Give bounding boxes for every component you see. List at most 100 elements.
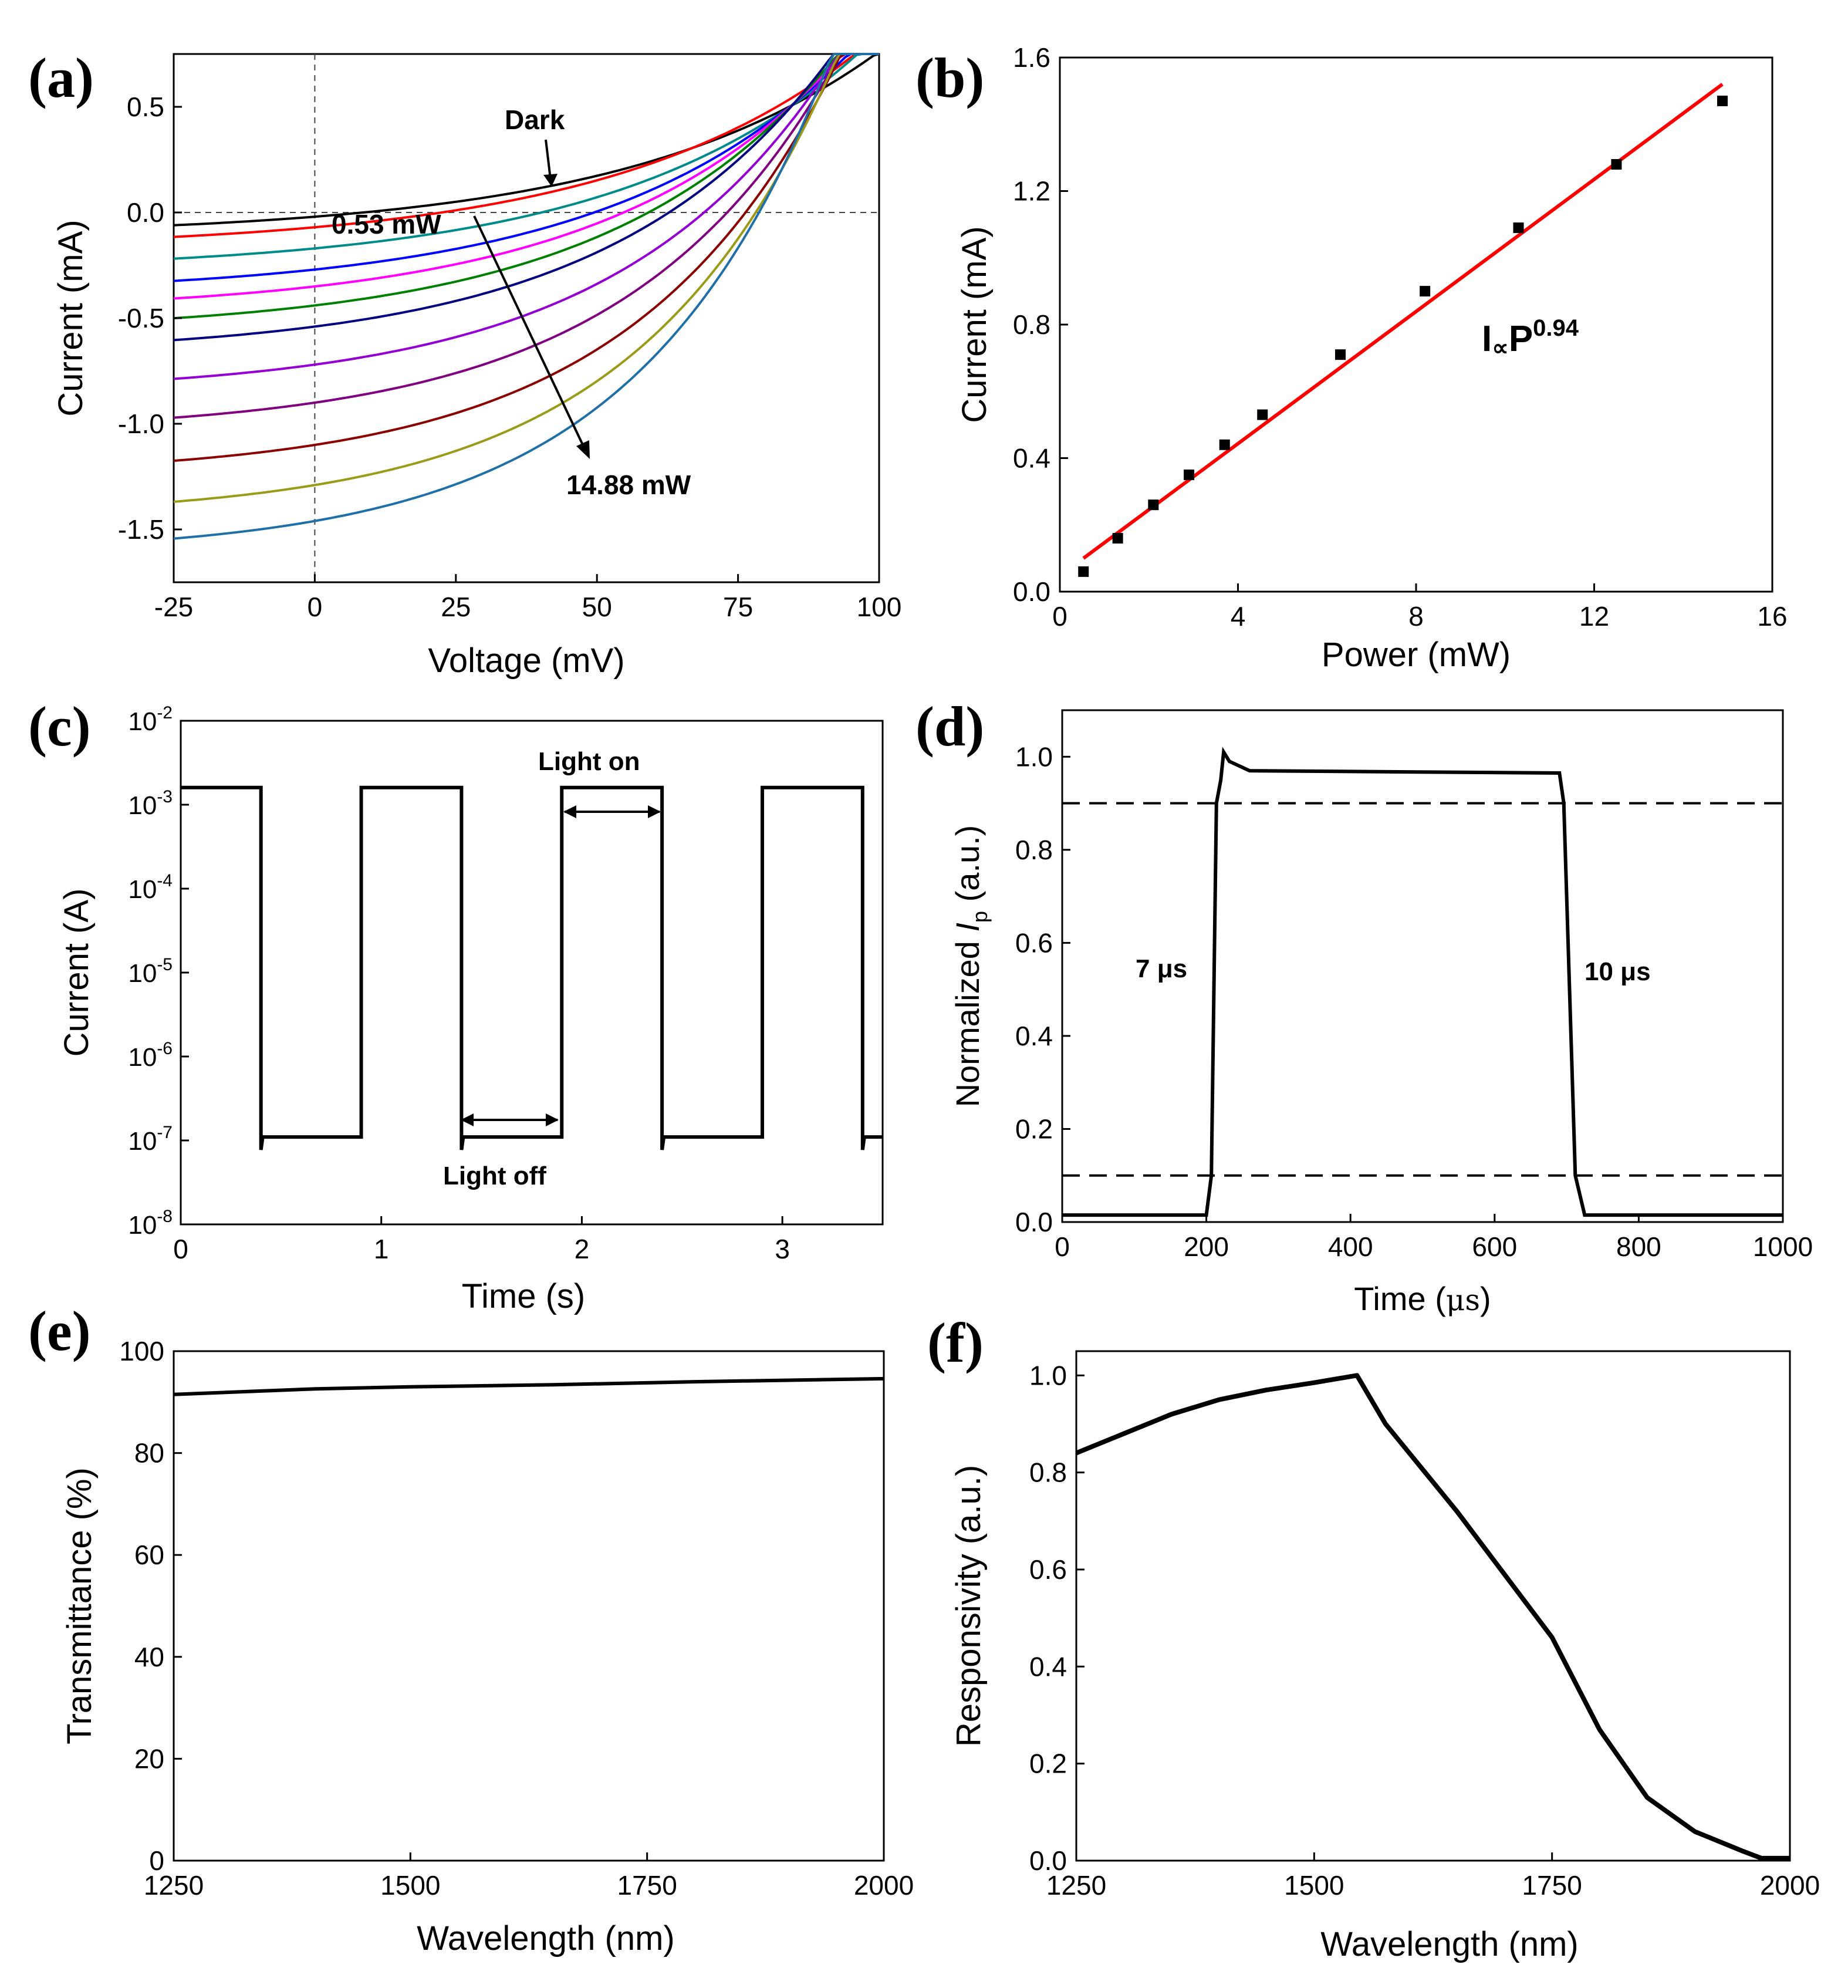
data-point [1717,95,1728,106]
annotation-low-power: 0.53 mW [332,209,441,239]
x-tick-label-d: 600 [1472,1231,1517,1262]
y-axis-label-b: Current (mA) [955,226,994,423]
x-tick-label-f: 1250 [1046,1870,1106,1901]
arrowhead-on-right [648,805,661,818]
panel-label-c: (c) [28,695,91,758]
iv-curve [173,53,879,540]
x-tick-label-b: 12 [1579,601,1609,632]
y-tick-label-c: 10-2 [128,703,173,736]
y-tick-label-e: 60 [134,1540,164,1570]
x-tick-label-a: -25 [154,592,193,622]
y-tick-label-d: 0.2 [1015,1113,1053,1144]
x-tick-label-d: 1000 [1753,1231,1813,1262]
y-tick-label-f: 0.8 [1029,1457,1067,1488]
fit-label: I∝P0.94 [1482,315,1579,361]
x-tick-label-f: 1500 [1284,1870,1344,1901]
annotation-high-power: 14.88 mW [566,470,691,500]
y-tick-label-b: 0.0 [1013,576,1050,607]
iv-curve [173,53,879,238]
y-tick-label-d: 0.6 [1015,927,1053,958]
data-point [1335,349,1346,360]
y-tick-label-a: -1.0 [118,409,164,439]
data-point [1112,533,1123,544]
x-tick-label-a: 100 [857,592,902,622]
panel-e: (e) 1250 1500 1750 2000 0 20 40 60 80 100 Wavelen… [28,1300,914,1957]
y-tick-label-e: 100 [119,1336,164,1366]
data-point [1257,409,1268,420]
x-tick-label-a: 25 [441,592,471,622]
x-axis-label-e: Wavelength (nm) [417,1919,674,1957]
arrowhead-dark [543,174,558,187]
panel-label-b: (b) [915,46,984,109]
x-axis-label-c: Time (s) [462,1277,585,1315]
data-point [1184,469,1195,480]
iv-curve [173,53,880,227]
annotation-rise-time: 7 μs [1136,954,1187,983]
x-tick-label-c: 2 [575,1234,590,1264]
panel-label-d: (d) [915,695,984,758]
transmittance-trace [173,1376,884,1396]
panel-b: (b) 0 4 8 12 16 0.0 0.4 0.8 1.2 1.6 Power (mW) Cu… [915,42,1788,674]
x-tick-label-d: 400 [1328,1231,1373,1262]
y-tick-label-d: 1.0 [1015,741,1053,772]
data-point [1611,159,1622,170]
responsivity-trace [1075,1373,1790,1861]
y-tick-label-c: 10-5 [128,955,173,988]
iv-curve [173,53,879,419]
x-tick-label-b: 16 [1757,601,1787,632]
data-point [1420,286,1431,297]
y-tick-label-d: 0.8 [1015,835,1053,865]
y-tick-label-c: 10-8 [128,1207,173,1240]
arrow-power [473,215,585,448]
annotation-light-off: Light off [443,1162,546,1190]
y-tick-label-a: 0.0 [127,197,164,228]
y-tick-label-c: 10-4 [128,871,173,904]
panel-label-a: (a) [28,46,94,109]
arrowhead-power [576,440,590,459]
y-tick-label-a: 0.5 [127,92,164,122]
y-tick-label-f: 1.0 [1029,1360,1067,1390]
x-tick-label-e: 2000 [854,1870,914,1901]
iv-curve [173,53,879,342]
y-tick-label-f: 0.6 [1029,1554,1067,1585]
annotation-light-on: Light on [538,747,640,776]
arrowhead-on-left [563,805,576,818]
y-tick-label-c: 10-6 [128,1039,173,1072]
iv-curve [173,53,879,320]
x-axis-label-f: Wavelength (nm) [1320,1925,1578,1963]
panel-label-f: (f) [927,1311,984,1374]
x-tick-label-a: 0 [308,592,323,622]
y-axis-label-e: Transmittance (%) [60,1467,99,1744]
y-tick-label-b: 0.8 [1013,309,1050,340]
x-tick-label-c: 1 [374,1234,389,1264]
panel-c: (c) 0 1 2 3 10-2 10-3 10-4 10-5 10-6 10-7 10-8 Tim… [28,695,884,1315]
x-tick-label-b: 8 [1408,601,1424,632]
y-tick-label-b: 1.6 [1013,42,1050,73]
data-point [1148,499,1159,511]
arrowhead-off-right [546,1113,559,1126]
x-tick-label-e: 1250 [144,1870,204,1901]
data-point [1219,439,1230,450]
y-axis-label-d: Normalized Ip (a.u.) [949,825,992,1108]
plot-frame-d [1061,709,1784,1223]
iv-curve [173,53,879,380]
x-tick-label-f: 2000 [1760,1870,1820,1901]
annotation-dark: Dark [505,104,565,135]
y-tick-label-b: 0.4 [1013,443,1050,474]
y-tick-label-c: 10-3 [128,787,173,820]
x-axis-label-b: Power (mW) [1322,636,1511,674]
panel-d: (d) 0 200 400 600 800 10000.00.20.40.60.81.0 … [915,695,1813,1317]
x-tick-label-d: 0 [1055,1231,1070,1262]
y-tick-label-a: -0.5 [118,303,164,333]
y-tick-label-a: -1.5 [118,514,164,545]
iv-curve [173,53,879,503]
y-tick-label-f: 0.4 [1029,1651,1067,1682]
x-axis-label-a: Voltage (mV) [428,642,624,680]
y-tick-label-e: 0 [149,1845,164,1876]
x-tick-label-c: 0 [173,1234,188,1264]
y-tick-label-f: 0.0 [1029,1845,1067,1876]
x-tick-label-b: 4 [1231,601,1246,632]
x-tick-label-e: 1750 [617,1870,677,1901]
plot-frame-f [1075,1350,1791,1862]
